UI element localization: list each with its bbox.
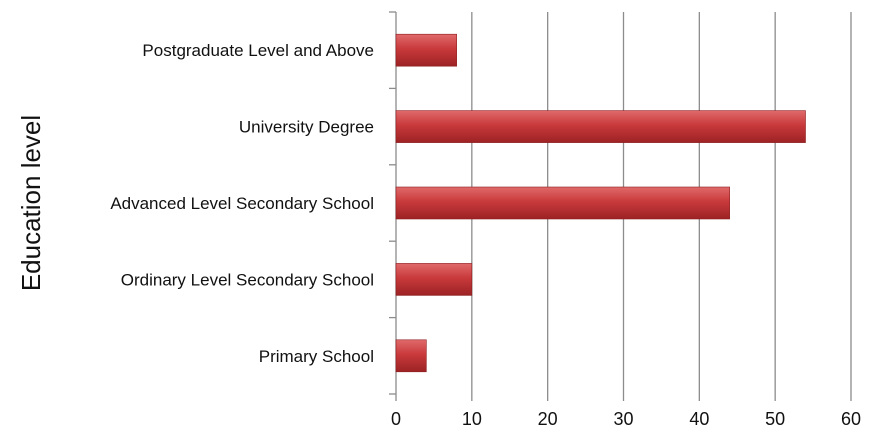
bar [395, 339, 427, 373]
x-tick-label: 10 [462, 409, 482, 429]
x-tick-labels: 0 10 20 30 40 50 60 [391, 409, 861, 429]
bar [395, 186, 730, 220]
category-labels: Postgraduate Level and Above University D… [110, 41, 374, 366]
x-tick-label: 0 [391, 409, 401, 429]
x-tick-label: 60 [841, 409, 861, 429]
y-axis-title: Education level [16, 115, 46, 291]
bar [395, 33, 457, 67]
bars [395, 33, 806, 373]
x-tick-label: 20 [538, 409, 558, 429]
category-label: Postgraduate Level and Above [142, 41, 374, 60]
category-label: University Degree [239, 118, 374, 137]
x-tick-label: 40 [689, 409, 709, 429]
bar [395, 263, 473, 296]
x-tick-label: 30 [613, 409, 633, 429]
category-label: Advanced Level Secondary School [110, 194, 374, 213]
x-tick-label: 50 [765, 409, 785, 429]
category-label: Primary School [259, 347, 374, 366]
bar [395, 110, 806, 143]
category-label: Ordinary Level Secondary School [121, 270, 374, 289]
